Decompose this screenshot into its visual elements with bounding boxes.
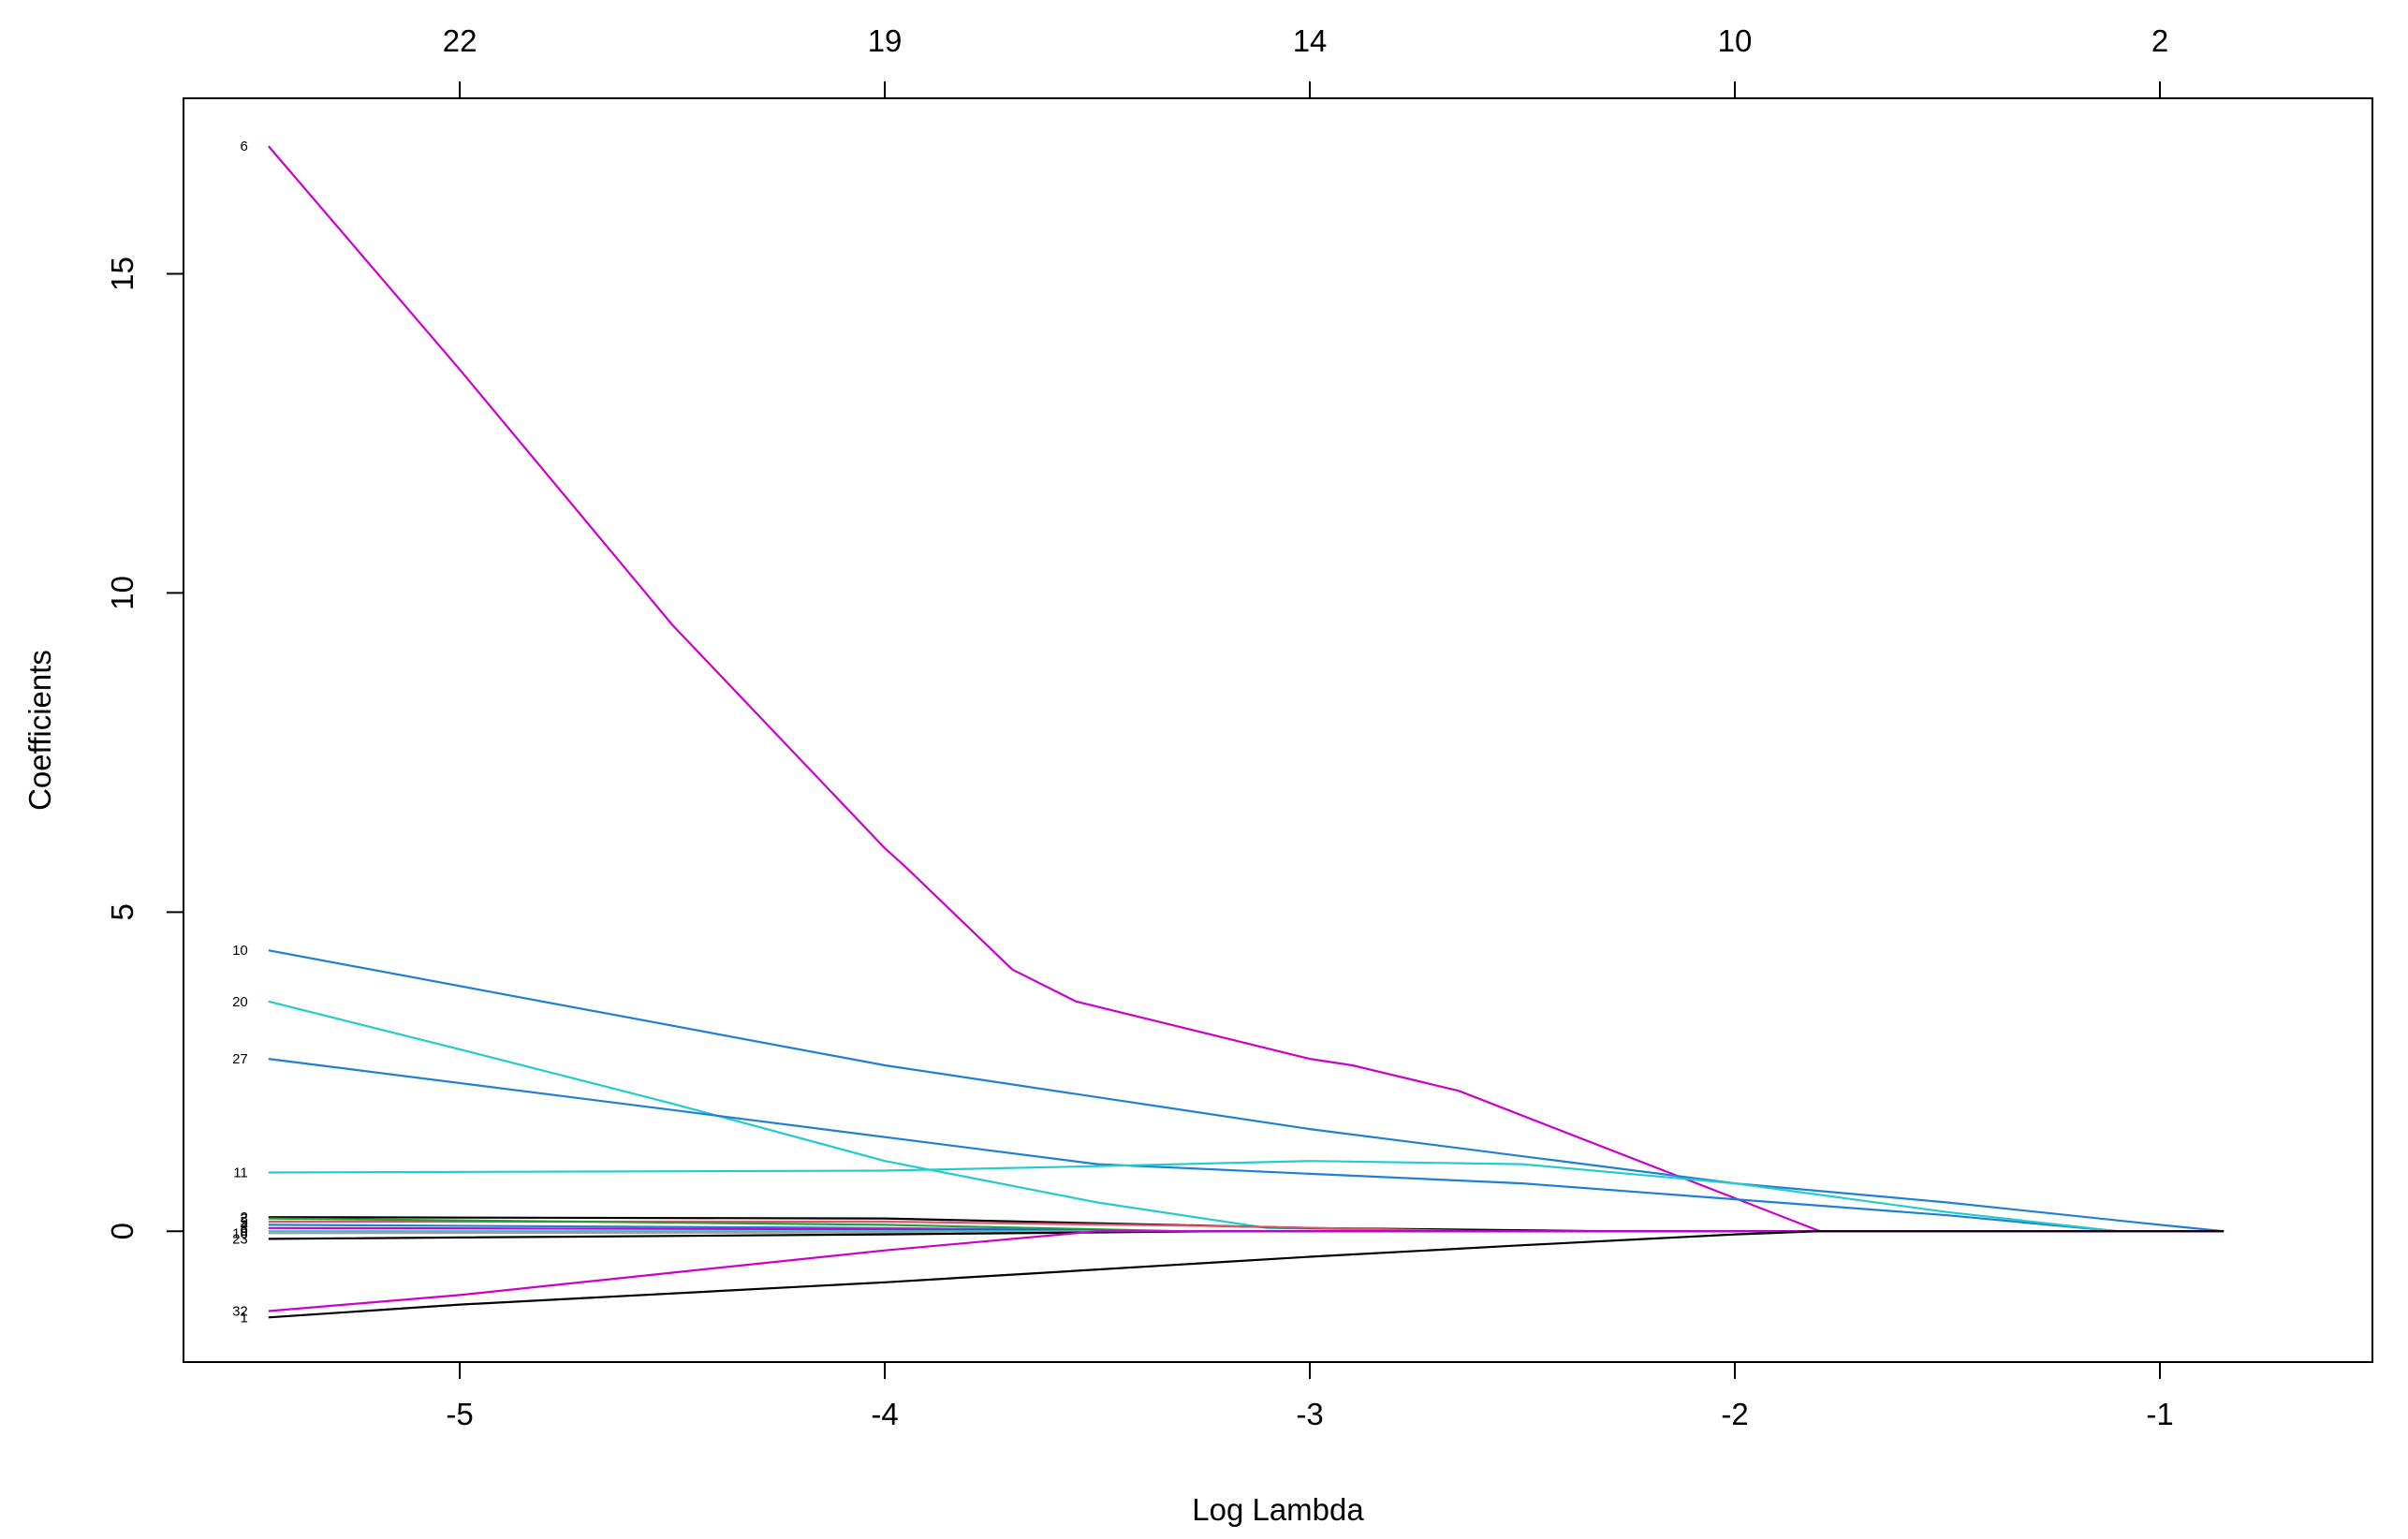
y-tick-label: 5 [105,903,139,920]
x-tick-label: -5 [446,1397,473,1431]
y-tick-label: 15 [105,256,139,291]
top-tick-label: 19 [868,23,903,58]
top-tick-label: 2 [2151,23,2168,58]
y-tick-label: 10 [105,576,139,610]
series-label-4: 4 [240,1217,247,1233]
series-lines [267,145,2224,1319]
series-label-8: 8 [240,1221,247,1237]
series-label-16: 16 [232,1225,248,1241]
series-line-32 [268,1230,2224,1312]
series-label-27: 27 [232,1051,248,1067]
x-tick-label: -1 [2146,1397,2173,1431]
series-label-9: 9 [240,1224,247,1239]
top-tick-label: 10 [1718,23,1753,58]
series-line-1 [268,1230,2224,1319]
series-label-6: 6 [240,139,247,154]
series-label-11: 11 [233,1165,248,1181]
series-label-32: 32 [232,1303,248,1319]
series-label-2: 2 [240,1209,247,1225]
series-label-10: 10 [232,943,248,959]
y-axis-left: 0 5 10 15 [105,256,184,1239]
y-axis-title: Coefficients [22,650,57,811]
top-tick-label: 14 [1293,23,1328,58]
x-axis-top: 22 19 14 10 2 [443,23,2168,99]
series-label-23: 23 [232,1231,248,1247]
x-tick-label: -4 [871,1397,898,1431]
x-axis-bottom: -5 -4 -3 -2 -1 [446,1361,2174,1431]
series-line-6 [267,145,2224,1233]
top-tick-label: 22 [443,23,477,58]
x-axis-title: Log Lambda [1192,1492,1364,1527]
x-tick-label: -2 [1721,1397,1748,1431]
series-label-3: 3 [240,1211,247,1227]
series-label-20: 20 [232,994,248,1010]
series-line-11 [268,1160,2224,1233]
y-tick-label: 0 [105,1223,139,1239]
series-label-5: 5 [240,1214,247,1230]
x-tick-label: -3 [1296,1397,1323,1431]
series-label-1: 1 [240,1310,247,1326]
